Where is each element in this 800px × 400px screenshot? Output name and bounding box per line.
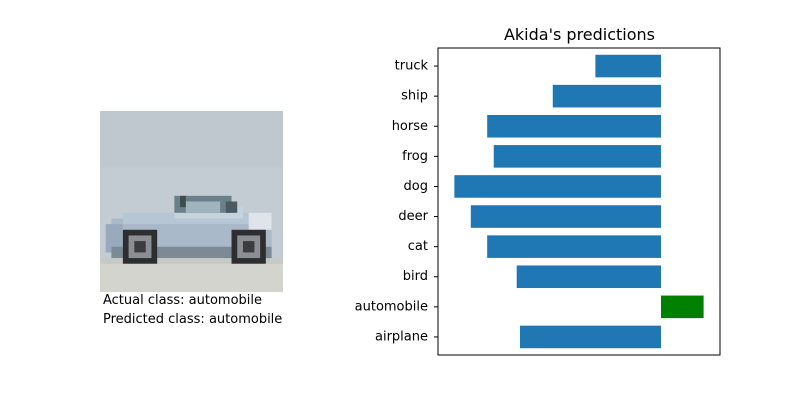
car-image [100, 111, 283, 292]
y-tick-label-frog: frog [402, 149, 428, 164]
bar-dog [454, 175, 661, 198]
plot-frame [437, 47, 721, 356]
bar-ship [552, 84, 661, 108]
bar-horse [487, 114, 661, 138]
predicted-class-label: Predicted class: automobile [103, 312, 283, 327]
bar-cat [487, 235, 661, 258]
bar-automobile [660, 295, 704, 319]
chart-title: Akida's predictions [504, 25, 655, 44]
y-tick-label-bird: bird [403, 269, 428, 284]
y-tick-label-truck: truck [395, 59, 429, 74]
actual-class-label: Actual class: automobile [103, 293, 262, 308]
y-tick-label-deer: deer [398, 209, 428, 224]
bar-deer [470, 205, 661, 228]
y-tick-label-automobile: automobile [355, 299, 428, 314]
bar-airplane [519, 325, 661, 349]
y-tick-label-cat: cat [408, 239, 428, 254]
bar-bird [516, 265, 661, 289]
bar-frog [493, 145, 661, 168]
y-tick-label-airplane: airplane [375, 329, 428, 344]
y-tick-label-horse: horse [392, 119, 428, 134]
bar-truck [595, 54, 661, 78]
y-tick-label-dog: dog [404, 179, 428, 194]
y-tick-label-ship: ship [401, 89, 428, 104]
